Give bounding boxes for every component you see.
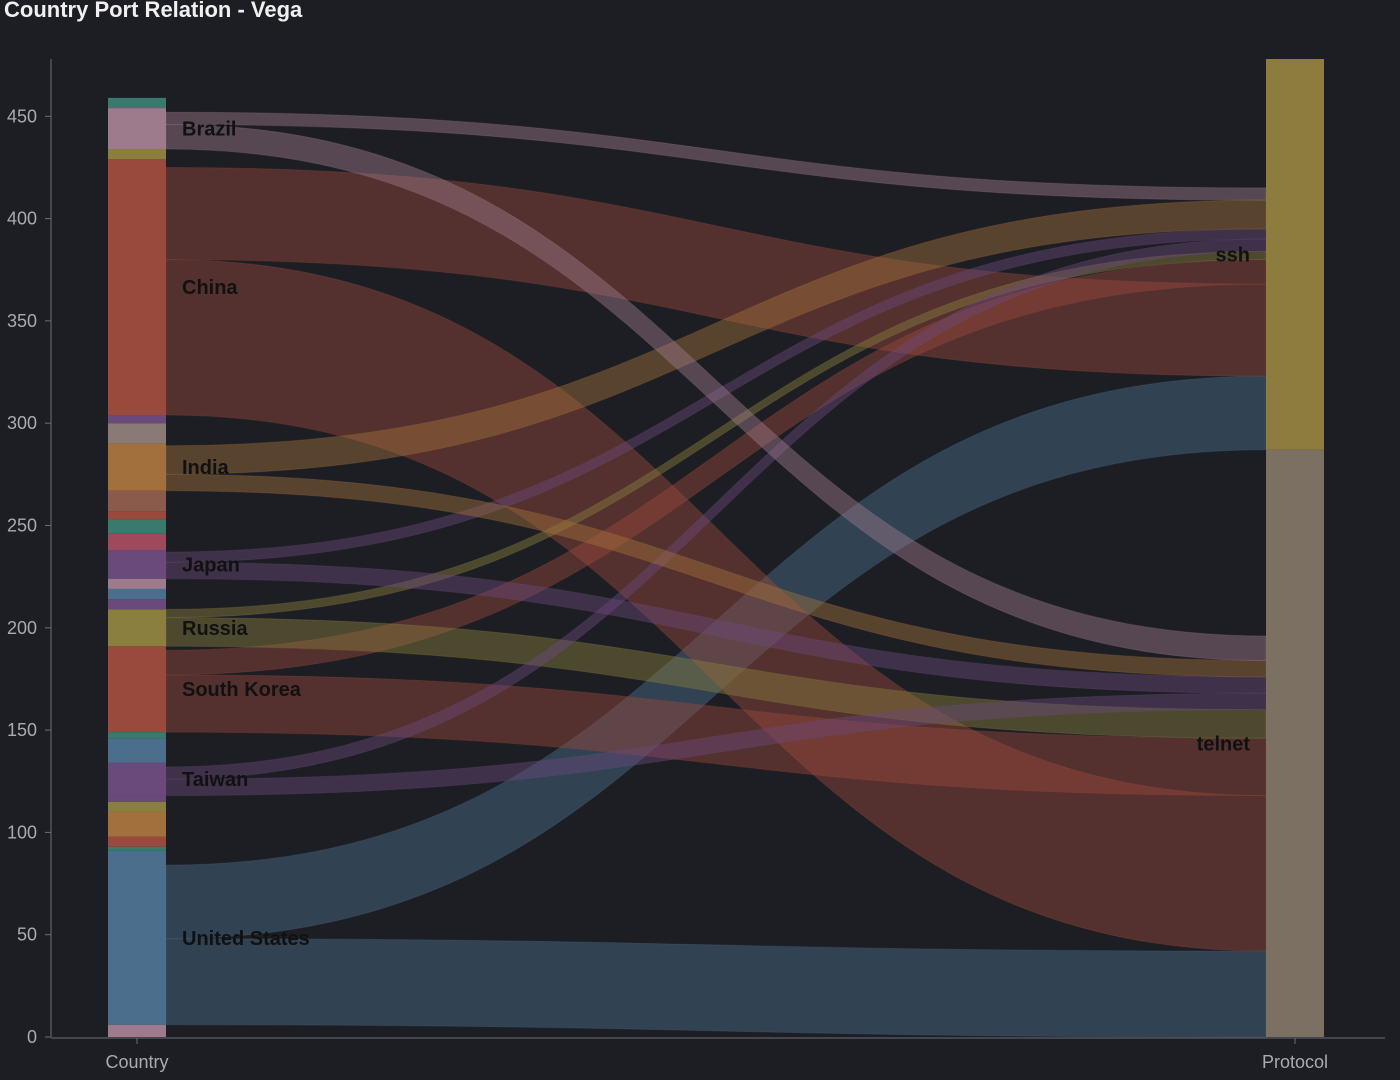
y-tick: 100 [7,822,51,842]
y-tick-label: 200 [7,618,37,638]
y-tick-label: 300 [7,413,37,433]
x-tick-label-country: Country [105,1052,168,1072]
y-tick: 300 [7,413,51,433]
y-tick: 250 [7,515,51,535]
node-country-segment[interactable] [108,599,166,610]
y-tick: 200 [7,618,51,638]
node-country-segment[interactable] [108,801,166,812]
label-protocol-telnet: telnet [1197,733,1251,755]
y-tick: 0 [27,1027,51,1047]
node-country-segment[interactable] [108,511,166,520]
node-country-segment[interactable] [108,732,166,739]
y-tick: 450 [7,106,51,126]
nodes-layer [108,59,1324,1038]
label-country-japan: Japan [182,554,240,576]
y-tick: 400 [7,209,51,229]
node-protocol-telnet[interactable] [1266,449,1324,1038]
node-country-segment[interactable] [108,578,166,589]
x-axis: Country Protocol [51,1037,1385,1072]
x-tick-label-protocol: Protocol [1262,1052,1328,1072]
labels-layer: United States Taiwan South Korea Russia Japa… [182,119,1250,950]
node-country-brazil[interactable] [108,108,166,150]
y-tick-label: 250 [7,515,37,535]
label-country-south-korea: South Korea [182,679,302,701]
flow-united-states-to-telnet [165,938,1267,1038]
node-country-segment[interactable] [108,811,166,837]
label-protocol-ssh: ssh [1216,244,1250,266]
label-country-china: China [182,277,238,299]
y-tick-label: 100 [7,822,37,842]
y-tick: 350 [7,311,51,331]
node-country-segment[interactable] [108,836,166,847]
node-country-segment[interactable] [108,149,166,160]
node-country-india[interactable] [108,443,166,491]
y-tick-label: 350 [7,311,37,331]
y-tick-label: 150 [7,720,37,740]
y-axis: 0 50 100 150 200 250 300 350 400 450 [7,59,52,1047]
node-country-china[interactable] [108,159,166,416]
y-tick-label: 50 [17,925,37,945]
node-country-segment[interactable] [108,533,166,551]
node-country-segment[interactable] [108,846,166,851]
node-country-japan[interactable] [108,550,166,579]
node-country-segment[interactable] [108,1024,166,1037]
node-country-segment[interactable] [108,588,166,600]
label-country-united-states: United States [182,928,310,950]
y-tick-label: 0 [27,1027,37,1047]
node-country-segment[interactable] [108,519,166,534]
label-country-india: India [182,457,230,479]
chart-title: Country Port Relation - Vega [4,0,303,22]
node-country-segment[interactable] [108,423,166,444]
node-country-united-states[interactable] [108,850,166,1025]
label-country-brazil: Brazil [182,119,236,141]
node-country-russia[interactable] [108,609,166,647]
y-tick-label: 450 [7,106,37,126]
node-country-south-korea[interactable] [108,646,166,733]
node-country-taiwan[interactable] [108,762,166,796]
flows-layer [165,111,1267,1038]
node-country-segment[interactable] [108,795,166,802]
node-country-segment[interactable] [108,738,166,763]
y-tick: 150 [7,720,51,740]
node-country-segment[interactable] [108,97,166,109]
label-country-russia: Russia [182,618,248,640]
node-country-segment[interactable] [108,490,166,512]
node-protocol-ssh[interactable] [1266,59,1324,450]
y-tick: 50 [17,925,51,945]
label-country-taiwan: Taiwan [182,769,248,791]
y-tick-label: 400 [7,209,37,229]
node-country-segment[interactable] [108,415,166,424]
